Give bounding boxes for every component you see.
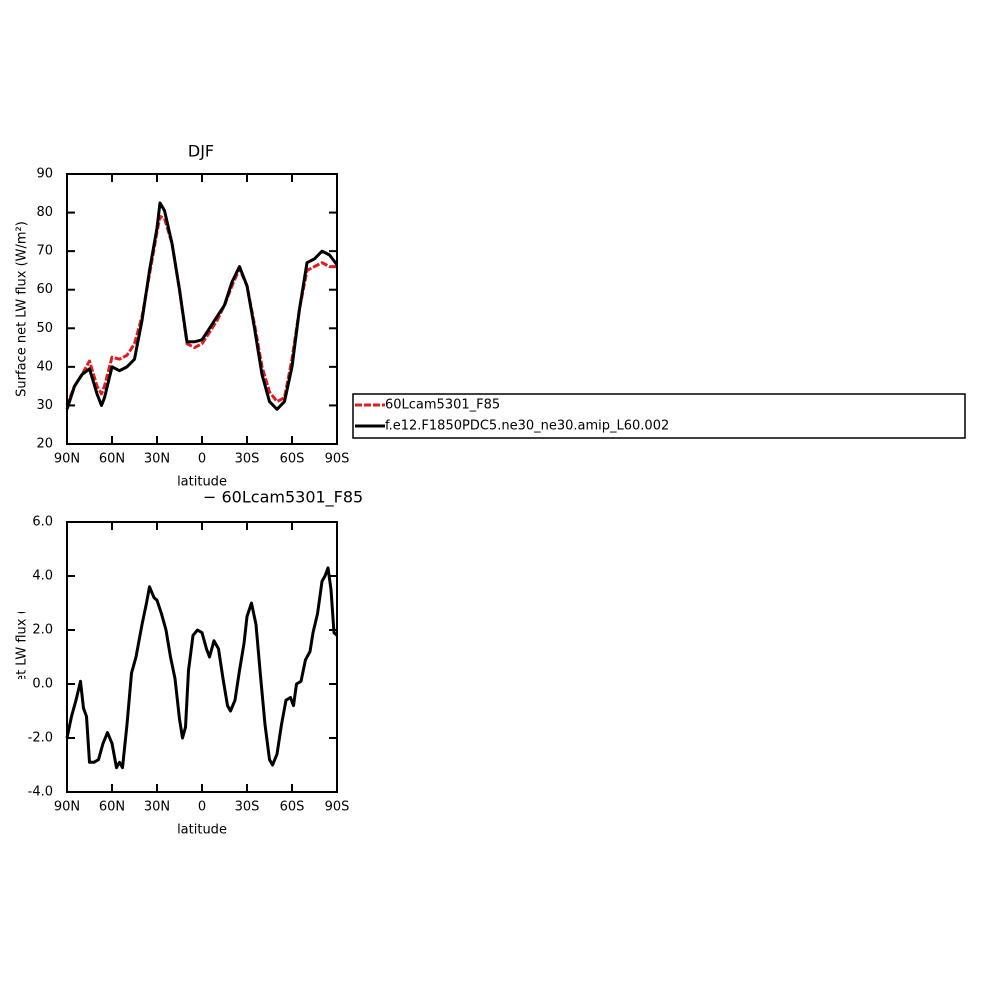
y-tick-label: 6.0 bbox=[32, 515, 53, 530]
x-axis-label: latitude bbox=[177, 823, 227, 838]
plot-frame bbox=[66, 173, 338, 445]
x-axis-label: latitude bbox=[177, 475, 227, 490]
x-tick-label: 60N bbox=[99, 800, 125, 815]
y-axis-label: Surface net LW flux (W/m²) bbox=[15, 569, 30, 745]
series-line bbox=[65, 201, 339, 411]
chart-title: − 60Lcam5301_F85 bbox=[203, 488, 363, 508]
y-tick-label: -4.0 bbox=[28, 785, 53, 800]
x-tick-label: 60N bbox=[99, 452, 125, 467]
x-tick-label: 30N bbox=[144, 452, 170, 467]
y-tick-label: 4.0 bbox=[32, 569, 53, 584]
x-tick-label: 90N bbox=[54, 800, 80, 815]
y-tick-label: 90 bbox=[36, 167, 53, 182]
series-line bbox=[65, 566, 339, 770]
series-line bbox=[65, 214, 337, 406]
x-tick-label: 0 bbox=[198, 452, 206, 467]
y-tick-label: 20 bbox=[36, 437, 53, 452]
y-tick-label: 40 bbox=[36, 359, 53, 374]
y-tick-label: 70 bbox=[36, 244, 53, 259]
x-tick-label: 60S bbox=[280, 452, 305, 467]
legend-label: f.e12.F1850PDC5.ne30_ne30.amip_L60.002 bbox=[385, 419, 669, 434]
y-tick-label: 2.0 bbox=[32, 623, 53, 638]
legend-box bbox=[352, 393, 966, 439]
x-tick-label: 30S bbox=[235, 452, 260, 467]
x-tick-label: 30N bbox=[144, 800, 170, 815]
x-tick-label: 30S bbox=[235, 800, 260, 815]
chart-title: DJF bbox=[188, 142, 214, 161]
legend-label: 60Lcam5301_F85 bbox=[385, 398, 500, 413]
y-tick-label: 50 bbox=[36, 321, 53, 336]
y-tick-label: 0.0 bbox=[32, 677, 53, 692]
x-tick-label: 60S bbox=[280, 800, 305, 815]
x-tick-label: 0 bbox=[198, 800, 206, 815]
y-tick-label: 30 bbox=[36, 398, 53, 413]
x-tick-label: 90N bbox=[54, 452, 80, 467]
y-tick-label: 60 bbox=[36, 282, 53, 297]
x-tick-label: 90S bbox=[325, 452, 350, 467]
y-axis-label: Surface net LW flux (W/m²) bbox=[15, 221, 30, 397]
plot-frame bbox=[66, 521, 338, 793]
y-tick-label: 80 bbox=[36, 205, 53, 220]
x-tick-label: 90S bbox=[325, 800, 350, 815]
y-tick-label: -2.0 bbox=[28, 731, 53, 746]
